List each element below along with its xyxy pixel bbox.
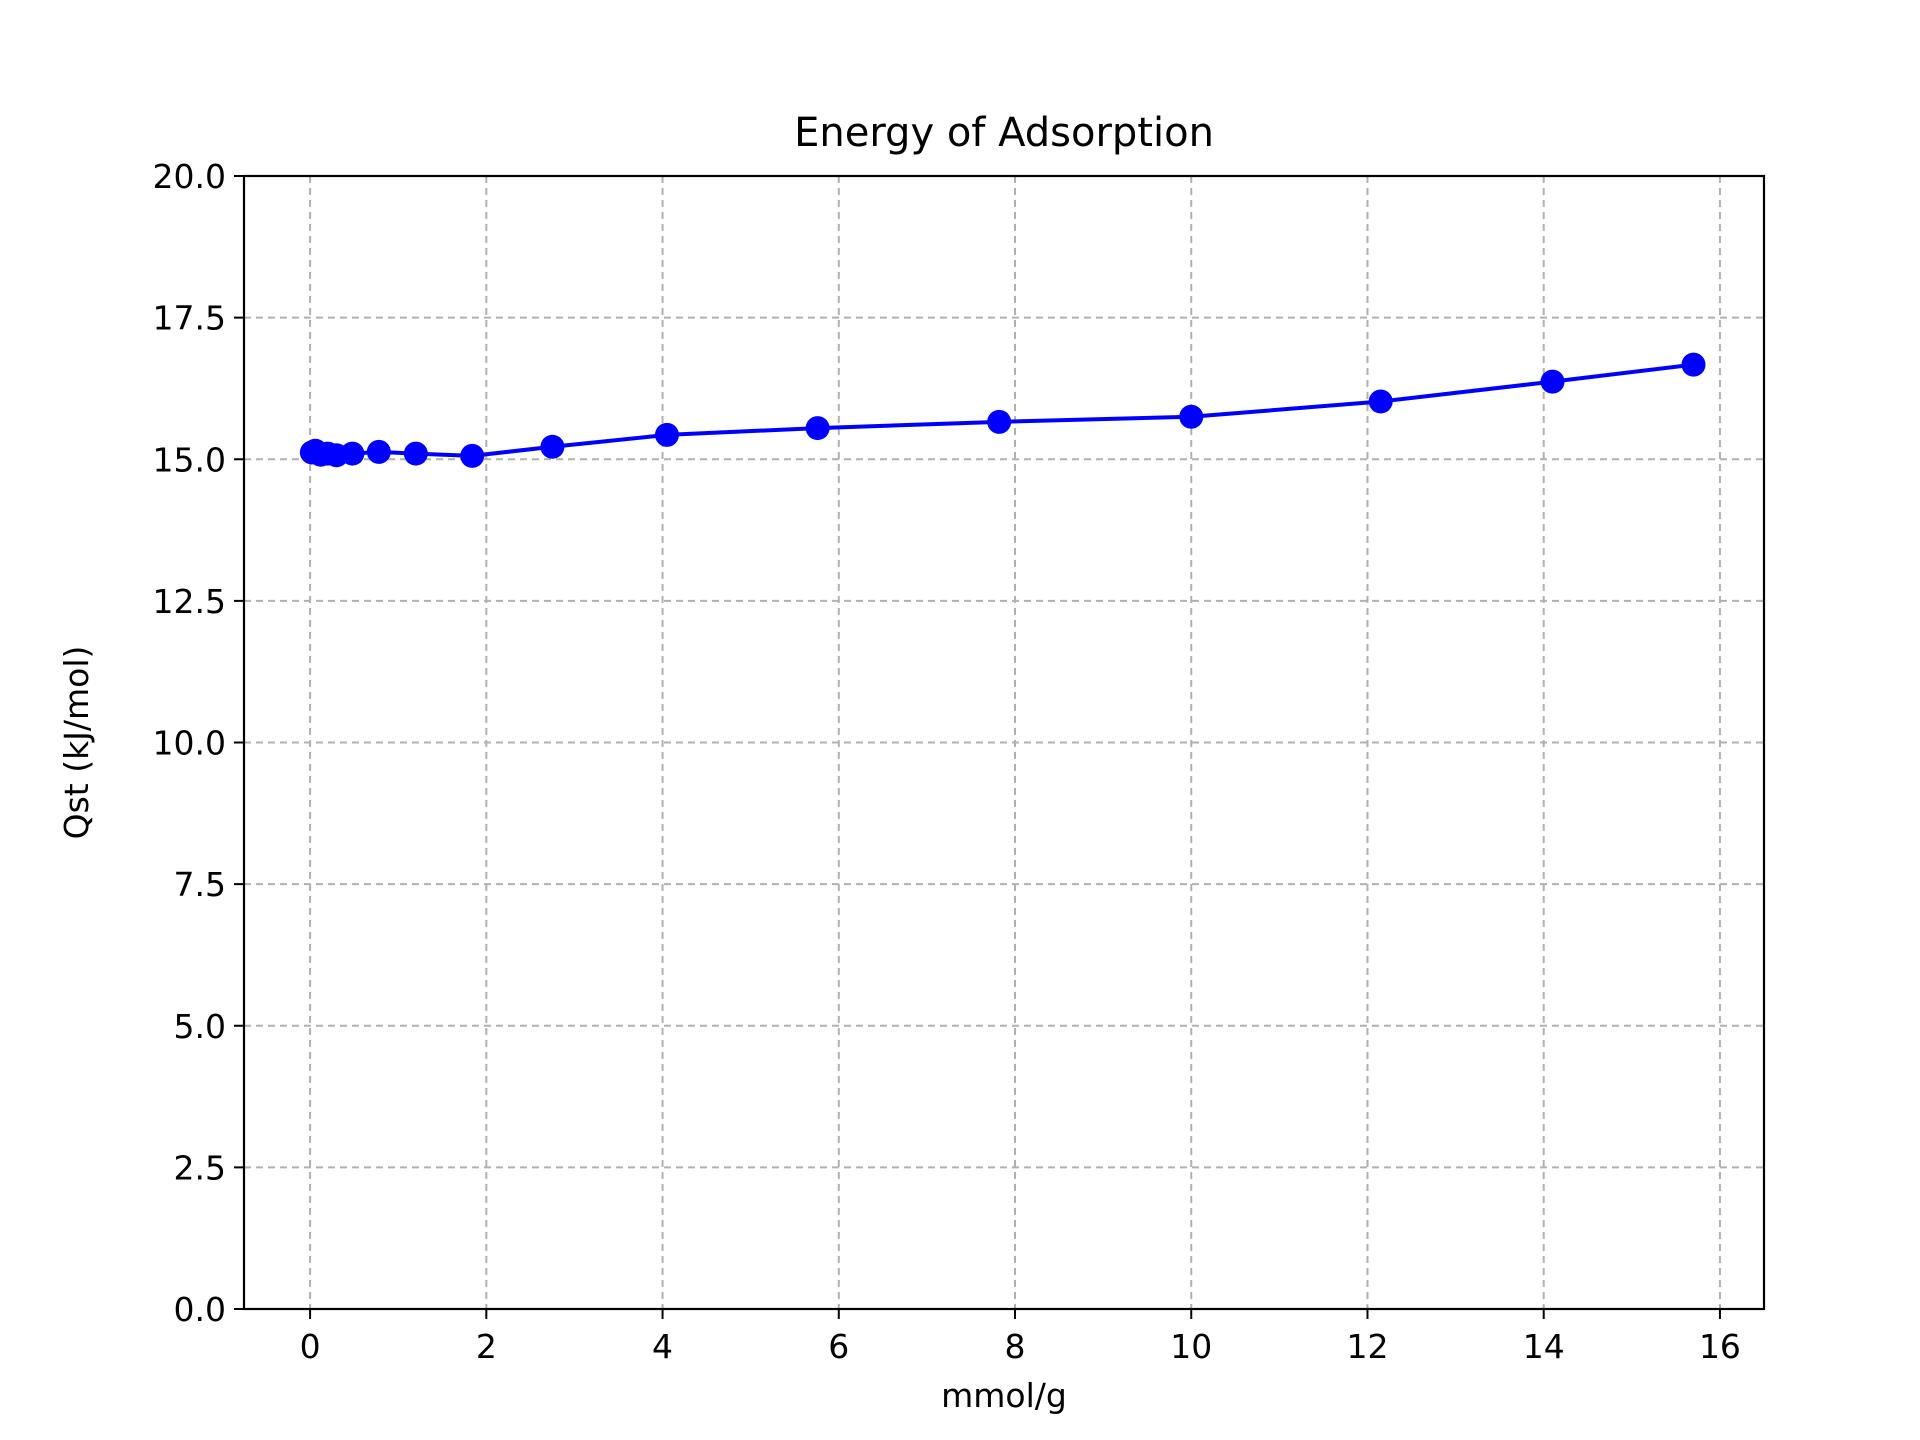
ticks: 0 2 4 6 8 10 12 14 16 0.0 2.5 5.0 7.5 10.0 12.5 15.0 17.… <box>153 157 1741 1366</box>
y-axis-label: Qst (kJ/mol) <box>57 646 96 840</box>
x-tick-label: 8 <box>1005 1327 1026 1366</box>
y-tick-label: 5.0 <box>174 1007 226 1046</box>
x-tick-label: 4 <box>652 1327 673 1366</box>
data-point <box>540 434 565 459</box>
data-point <box>805 416 830 441</box>
data-point <box>1681 352 1706 377</box>
x-tick-label: 0 <box>300 1327 321 1366</box>
data-point <box>366 439 391 464</box>
x-tick-label: 6 <box>828 1327 849 1366</box>
x-axis-label: mmol/g <box>941 1376 1067 1415</box>
y-tick-label: 7.5 <box>174 865 226 904</box>
x-tick-label: 12 <box>1346 1327 1388 1366</box>
y-tick-label: 12.5 <box>153 582 226 621</box>
data-point <box>460 443 485 468</box>
x-tick-label: 14 <box>1523 1327 1565 1366</box>
y-tick-label: 17.5 <box>153 299 226 338</box>
data-point <box>987 409 1012 434</box>
y-tick-label: 20.0 <box>153 157 226 196</box>
y-tick-label: 0.0 <box>174 1290 226 1329</box>
data-point <box>654 422 679 447</box>
data-point <box>403 441 428 466</box>
x-tick-label: 10 <box>1170 1327 1212 1366</box>
series-layer <box>299 352 1706 468</box>
data-point <box>340 441 365 466</box>
x-tick-label: 2 <box>476 1327 497 1366</box>
y-tick-label: 10.0 <box>153 724 226 763</box>
x-tick-label: 16 <box>1699 1327 1741 1366</box>
chart-title: Energy of Adsorption <box>794 110 1214 156</box>
data-point <box>1540 369 1565 394</box>
data-point <box>1368 389 1393 414</box>
data-point <box>1179 404 1204 429</box>
y-tick-label: 15.0 <box>153 440 226 479</box>
y-tick-label: 2.5 <box>174 1148 226 1187</box>
